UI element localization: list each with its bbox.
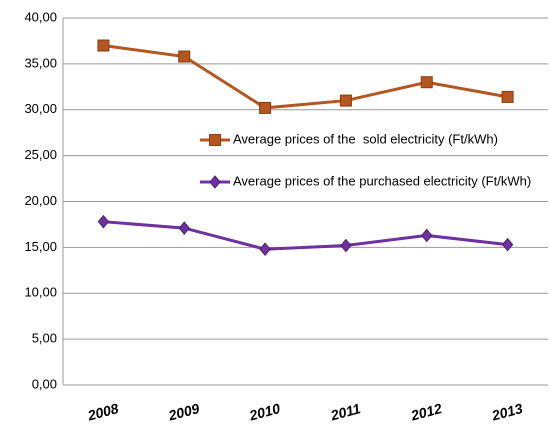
x-tick-label: 2011	[328, 400, 362, 424]
y-tick-label: 5,00	[32, 331, 57, 346]
marker	[178, 50, 191, 63]
legend-label: Average prices of the purchased electric…	[233, 173, 531, 188]
y-tick-label: 15,00	[24, 239, 57, 254]
y-tick-label: 10,00	[24, 285, 57, 300]
marker	[259, 101, 272, 114]
marker	[501, 90, 514, 103]
y-tick-label: 35,00	[24, 55, 57, 70]
series-line	[103, 220, 508, 251]
marker	[339, 94, 352, 107]
marker	[421, 228, 433, 243]
y-tick-label: 30,00	[24, 101, 57, 116]
marker	[420, 76, 433, 89]
marker	[259, 242, 271, 256]
marker	[340, 238, 352, 253]
marker	[209, 175, 221, 189]
y-tick-label: 25,00	[24, 147, 57, 162]
x-tick-label: 2010	[247, 400, 282, 424]
x-tick-label: 2009	[166, 400, 201, 424]
marker	[501, 237, 514, 252]
marker	[97, 39, 110, 52]
x-tick-label: 2012	[408, 400, 443, 424]
y-tick-label: 20,00	[24, 193, 57, 208]
x-tick-label: 2008	[85, 400, 120, 424]
legend-label: Average prices of the sold electricity (…	[233, 131, 498, 146]
marker	[209, 134, 221, 146]
series-line	[103, 44, 508, 110]
marker	[97, 214, 110, 229]
x-tick-label: 2013	[489, 400, 524, 424]
y-tick-label: 0,00	[32, 376, 57, 391]
y-tick-label: 40,00	[24, 9, 57, 24]
marker	[178, 221, 190, 235]
